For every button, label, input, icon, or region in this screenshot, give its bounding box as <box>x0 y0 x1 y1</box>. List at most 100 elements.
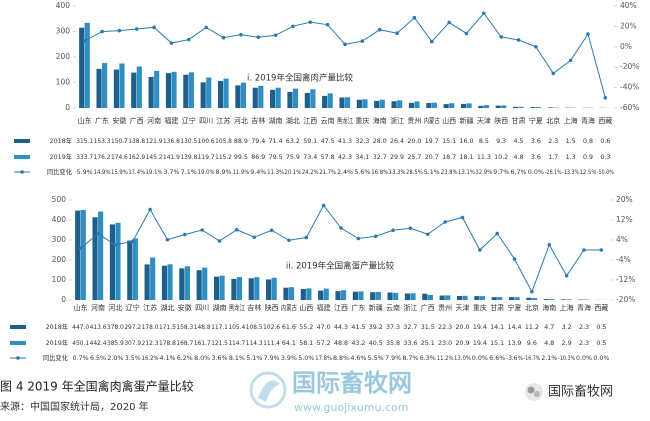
bar <box>479 296 485 300</box>
table-cell: 29.9 <box>390 154 404 161</box>
x-tick-label: 西藏 <box>598 116 612 125</box>
table-cell: 55.2 <box>299 324 313 331</box>
bar <box>427 294 433 300</box>
line-point <box>373 234 378 239</box>
x-tick-label: 吉林 <box>247 303 261 312</box>
bar <box>219 275 225 300</box>
bar <box>80 209 86 300</box>
table-cell: 9.7% <box>493 169 509 176</box>
table-cell: 88.9 <box>234 138 248 145</box>
brand-icon-bg <box>525 383 543 401</box>
x-tick-label: 上海 <box>564 116 578 125</box>
table-cell: 333.7 <box>76 154 93 161</box>
bar <box>339 97 345 108</box>
tick-label: 40% <box>620 1 637 10</box>
table-cell: 0.0% <box>593 355 609 362</box>
bar <box>449 103 455 108</box>
table-cell: 8.9% <box>216 169 232 176</box>
table-cell: 28.0 <box>373 138 387 145</box>
chart: ii. 2019年全国禽蛋产量比较 0 100 200 300 400 500 20% 12% 4… <box>10 195 635 362</box>
table-cell: 15.1 <box>490 340 504 347</box>
bar <box>439 295 445 300</box>
bar <box>270 89 276 108</box>
x-tick-label: 重庆 <box>473 303 487 312</box>
bar <box>431 102 437 108</box>
line-point <box>200 228 204 232</box>
bar <box>483 105 489 108</box>
table-cell: 11.3 <box>477 154 491 161</box>
table-cell: 148.8 <box>194 324 211 331</box>
bar <box>200 82 206 108</box>
line-point <box>339 226 343 230</box>
legend-point <box>20 170 24 174</box>
table-cell: 39.2 <box>369 324 383 331</box>
tick-label: -60% <box>620 103 639 112</box>
line-point <box>460 215 465 220</box>
table-cell: 5.0% <box>298 355 314 362</box>
table-cell: 7.9% <box>264 355 280 362</box>
table-cell: 5.6% <box>354 169 370 176</box>
line-point <box>447 20 451 25</box>
table-cell: 5.9% <box>77 169 93 176</box>
table-cell: 9.3 <box>496 138 506 145</box>
bar <box>408 102 415 108</box>
table-cell: 14.9% <box>94 169 111 176</box>
x-tick-label: 江西 <box>303 117 317 125</box>
table-cell: 176.2 <box>94 154 111 161</box>
table-cell: 117.1 <box>211 324 228 331</box>
bar <box>514 297 520 300</box>
x-tick-label: 山东 <box>78 116 92 125</box>
bar <box>113 69 119 108</box>
tick-label: 0 <box>65 103 70 112</box>
x-tick-label: 陕西 <box>265 303 279 312</box>
table-cell: 41.3 <box>338 138 352 145</box>
bar <box>310 89 316 108</box>
bar <box>370 292 376 300</box>
line-point <box>586 32 590 36</box>
bar <box>443 104 449 108</box>
bar <box>75 210 81 300</box>
table-cell: 13.1% <box>458 169 475 176</box>
bar <box>98 211 104 300</box>
line-point <box>239 32 243 37</box>
bar <box>300 288 306 300</box>
table-cell: 105.4 <box>228 324 245 331</box>
line-point <box>304 235 309 240</box>
bar <box>322 95 328 108</box>
table-cell: 105.8 <box>215 138 232 145</box>
table-cell: -13.3% <box>562 169 579 176</box>
bar <box>547 107 553 108</box>
x-tick-label: 云南 <box>386 303 400 312</box>
bar <box>379 99 385 108</box>
table-cell: 315.1 <box>76 138 93 145</box>
legend-label: 2019年 <box>46 338 68 347</box>
table-cell: 6.7% <box>511 169 527 176</box>
legend-swatch <box>10 325 26 329</box>
line-point <box>165 237 170 242</box>
bar <box>275 87 281 108</box>
table-cell: 2.3 <box>579 324 589 331</box>
table-cell: 145.2 <box>146 154 163 161</box>
tick-label: 100 <box>52 275 67 284</box>
table-cell: 4.7 <box>544 324 554 331</box>
bar <box>387 292 393 300</box>
brand-name: 国际畜牧网 <box>548 384 613 400</box>
bar <box>131 72 137 108</box>
bar <box>318 290 324 300</box>
bar <box>335 291 341 300</box>
table-cell: 161.7 <box>194 340 211 347</box>
x-tick-label: 山东 <box>74 303 88 312</box>
bar <box>217 81 224 108</box>
bar <box>460 103 467 108</box>
line-point <box>534 45 538 49</box>
table-cell: 413.6 <box>90 324 107 331</box>
table-cell: 28.5% <box>406 169 423 176</box>
table-cell: 13.0% <box>454 355 471 362</box>
table-cell: 19.0% <box>198 169 215 176</box>
bar <box>188 72 194 108</box>
logo-ring <box>249 371 287 409</box>
table-cell: 100.6 <box>198 138 215 145</box>
table-cell: -10.3% <box>558 355 575 362</box>
line-point <box>391 228 395 233</box>
line-point <box>603 96 608 100</box>
